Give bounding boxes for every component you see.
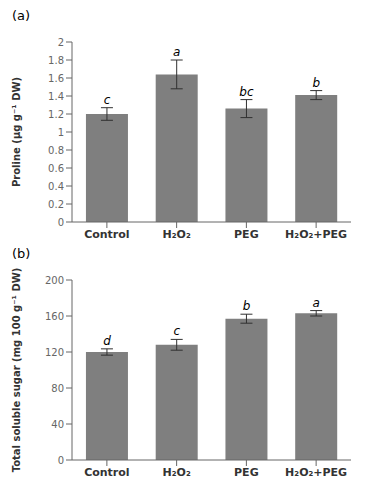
svg-text:0.2: 0.2 [48,199,64,210]
svg-text:c: c [104,93,111,107]
svg-text:80: 80 [51,383,64,394]
svg-text:PEG: PEG [234,466,259,479]
svg-text:Proline (μg g⁻¹ DW): Proline (μg g⁻¹ DW) [11,77,22,187]
svg-text:H₂O₂+PEG: H₂O₂+PEG [285,466,347,479]
svg-text:1.4: 1.4 [48,91,64,102]
svg-text:0.6: 0.6 [48,163,64,174]
svg-text:H₂O₂: H₂O₂ [163,228,191,241]
svg-text:1.2: 1.2 [48,109,64,120]
svg-text:a: a [173,45,180,59]
svg-text:H₂O₂: H₂O₂ [163,466,191,479]
svg-text:b: b [243,299,251,313]
html-text:(b): (b) [12,246,31,261]
svg-text:Control: Control [84,228,129,241]
svg-text:0.8: 0.8 [48,145,64,156]
svg-text:0: 0 [58,217,64,228]
svg-text:1: 1 [58,127,64,138]
svg-text:PEG: PEG [234,228,259,241]
svg-text:2: 2 [58,37,64,48]
svg-text:1.8: 1.8 [48,55,64,66]
svg-text:120: 120 [45,347,64,358]
svg-text:a: a [313,296,320,310]
svg-text:200: 200 [45,275,64,286]
svg-text:b: b [312,76,320,90]
svg-text:Control: Control [84,466,129,479]
svg-text:d: d [103,334,111,348]
svg-text:c: c [173,324,180,338]
svg-text:Total soluble sugar (mg 100 g⁻: Total soluble sugar (mg 100 g⁻¹ DW) [11,268,22,473]
svg-text:1.6: 1.6 [48,73,64,84]
svg-text:bc: bc [239,85,254,99]
svg-text:0: 0 [58,455,64,466]
html-text:(a): (a) [12,8,31,23]
svg-text:H₂O₂+PEG: H₂O₂+PEG [285,228,347,241]
svg-text:160: 160 [45,311,64,322]
svg-text:40: 40 [51,419,64,430]
svg-text:0.4: 0.4 [48,181,64,192]
